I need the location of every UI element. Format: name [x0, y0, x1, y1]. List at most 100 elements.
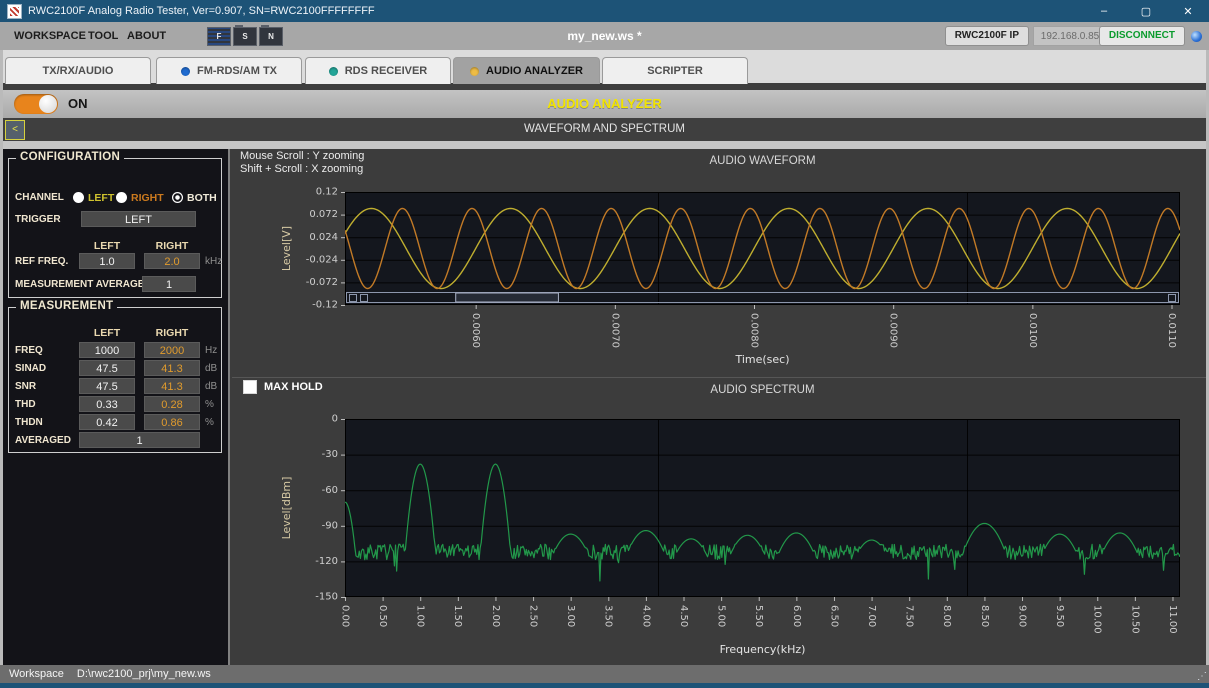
audio-spectrum-chart[interactable] [232, 378, 1206, 665]
row-label: FREQ [15, 342, 43, 359]
status-led-icon [329, 67, 338, 76]
measurement-legend: MEASUREMENT [16, 300, 117, 312]
row-unit: % [205, 396, 214, 413]
row-unit: dB [205, 360, 217, 377]
resize-grip-icon[interactable]: ⋰ [1197, 671, 1207, 682]
value-left: 47.5 [79, 360, 135, 376]
ref-freq-label: REF FREQ. [15, 253, 68, 270]
column-header-left: LEFT [79, 239, 135, 253]
status-bar: Workspace D:\rwc2100_prj\my_new.ws [0, 665, 1209, 683]
status-led-icon [470, 67, 479, 76]
table-row-averaged: AVERAGED 1 [9, 432, 221, 449]
waveform-chart-title: AUDIO WAVEFORM [345, 155, 1180, 167]
checkbox-icon[interactable] [243, 380, 257, 394]
configuration-legend: CONFIGURATION [16, 151, 124, 163]
audio-waveform-chart[interactable] [232, 149, 1206, 378]
close-button[interactable]: ✕ [1167, 0, 1209, 22]
value-right: 41.3 [144, 378, 200, 394]
frequency-tool-icon[interactable]: F [207, 27, 231, 46]
channel-row: CHANNEL LEFT RIGHT BOTH [9, 189, 221, 206]
app-window: RWC2100F Analog Radio Tester, Ver=0.907,… [0, 0, 1209, 688]
workspace-path: D:\rwc2100_prj\my_new.ws [77, 668, 211, 680]
save-workspace-icon[interactable]: S [233, 27, 257, 46]
table-row-snr: SNR 47.5 41.3 dB [9, 378, 221, 395]
channel-option-both[interactable]: BOTH [172, 189, 217, 206]
row-label: AVERAGED [15, 432, 71, 449]
trigger-row: TRIGGER LEFT [9, 211, 221, 228]
table-row-sinad: SINAD 47.5 41.3 dB [9, 360, 221, 377]
status-led-icon [181, 67, 190, 76]
max-hold-label: MAX HOLD [264, 381, 323, 393]
channel-option-left[interactable]: LEFT [73, 189, 114, 206]
settings-panel: CONFIGURATION CHANNEL LEFT RIGHT BOTH TR… [3, 149, 230, 665]
radio-icon [116, 192, 127, 203]
tab-audio-analyzer[interactable]: AUDIO ANALYZER [453, 57, 600, 84]
row-label: THD [15, 396, 36, 413]
measurement-average-input[interactable]: 1 [142, 276, 196, 292]
channel-label: CHANNEL [15, 189, 64, 206]
row-label: SINAD [15, 360, 46, 377]
configuration-group: CONFIGURATION CHANNEL LEFT RIGHT BOTH TR… [8, 158, 222, 298]
new-workspace-icon[interactable]: N [259, 27, 283, 46]
column-header-right: RIGHT [144, 239, 200, 253]
tab-label: RDS RECEIVER [345, 65, 428, 77]
tab-fm-rds-am-tx[interactable]: FM-RDS/AM TX [156, 57, 302, 84]
column-header-right: RIGHT [144, 326, 200, 340]
value-right: 2000 [144, 342, 200, 358]
title-bar: RWC2100F Analog Radio Tester, Ver=0.907,… [0, 0, 1209, 22]
value-left: 0.42 [79, 414, 135, 430]
row-unit: % [205, 414, 214, 431]
radio-checked-icon [172, 192, 183, 203]
disconnect-button[interactable]: DISCONNECT [1099, 26, 1185, 46]
averaged-value: 1 [79, 432, 200, 448]
table-row-thdn: THDN 0.42 0.86 % [9, 414, 221, 431]
app-icon [7, 4, 22, 19]
tab-label: SCRIPTER [647, 65, 703, 77]
radio-label: BOTH [187, 192, 217, 204]
trigger-select[interactable]: LEFT [81, 211, 196, 227]
column-header-left: LEFT [79, 326, 135, 340]
tabstrip-edge [0, 83, 1209, 90]
maximize-button[interactable]: ▢ [1125, 0, 1167, 22]
splitter-bar[interactable] [0, 141, 1209, 149]
menu-tool[interactable]: TOOL [84, 22, 122, 50]
value-right: 0.86 [144, 414, 200, 430]
window-title: RWC2100F Analog Radio Tester, Ver=0.907,… [28, 5, 1083, 17]
channel-option-right[interactable]: RIGHT [116, 189, 164, 206]
menu-bar: WORKSPACE TOOL ABOUT F S N my_new.ws * R… [0, 22, 1209, 51]
measurement-column-headers: LEFT RIGHT [9, 326, 221, 343]
row-label: SNR [15, 378, 36, 395]
trigger-label: TRIGGER [15, 211, 61, 228]
minimize-button[interactable]: – [1083, 0, 1125, 22]
value-left: 47.5 [79, 378, 135, 394]
tab-rds-receiver[interactable]: RDS RECEIVER [305, 57, 451, 84]
measurement-average-row: MEASUREMENT AVERAGE 1 [9, 276, 221, 293]
table-row-thd: THD 0.33 0.28 % [9, 396, 221, 413]
table-row-freq: FREQ 1000 2000 Hz [9, 342, 221, 359]
menu-about[interactable]: ABOUT [123, 22, 170, 50]
ip-address-input[interactable] [1033, 26, 1107, 46]
value-left: 0.33 [79, 396, 135, 412]
chart-separator [232, 377, 1206, 378]
waveform-x-scrollbar-thumb[interactable] [455, 292, 558, 302]
menu-workspace[interactable]: WORKSPACE [10, 22, 90, 50]
measurement-average-label: MEASUREMENT AVERAGE [15, 276, 144, 293]
row-unit: dB [205, 378, 217, 395]
tab-scripter[interactable]: SCRIPTER [602, 57, 748, 84]
tab-tx-rx-audio[interactable]: TX/RX/AUDIO [5, 57, 151, 84]
ip-label-button[interactable]: RWC2100F IP [945, 26, 1029, 46]
ref-freq-unit: kHz [205, 253, 222, 270]
value-left: 1000 [79, 342, 135, 358]
max-hold-control[interactable]: MAX HOLD [243, 380, 323, 394]
section-bar: < WAVEFORM AND SPECTRUM [0, 118, 1209, 141]
spectrum-chart-title: AUDIO SPECTRUM [345, 384, 1180, 396]
tab-strip: TX/RX/AUDIO FM-RDS/AM TX RDS RECEIVER AU… [0, 50, 1209, 90]
page-title: AUDIO ANALYZER [0, 90, 1209, 118]
ref-freq-left-input[interactable]: 1.0 [79, 253, 135, 269]
workspace-status-label: Workspace [9, 668, 64, 680]
ref-freq-right-input[interactable]: 2.0 [144, 253, 200, 269]
tab-label: TX/RX/AUDIO [43, 65, 114, 77]
connection-led-icon [1191, 31, 1202, 42]
radio-label: RIGHT [131, 192, 164, 204]
analyzer-header-row: ON AUDIO ANALYZER [0, 90, 1209, 118]
